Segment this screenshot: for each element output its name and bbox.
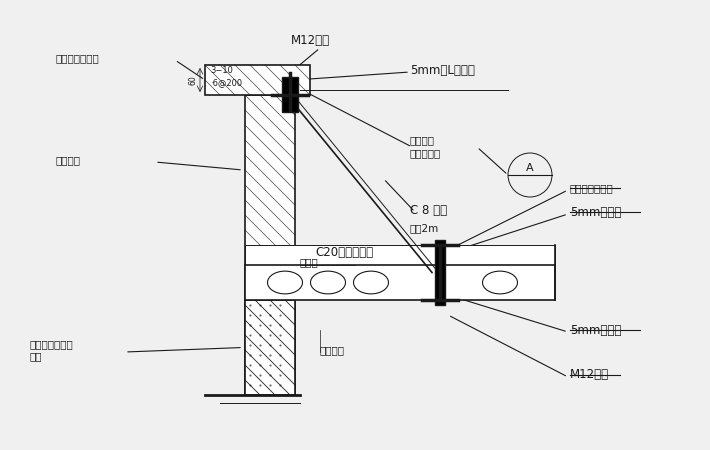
Text: M12锚栓: M12锚栓 (290, 33, 329, 46)
Text: 槽钢与钢板焊接: 槽钢与钢板焊接 (570, 183, 613, 193)
Ellipse shape (483, 271, 518, 294)
Bar (245, 265, 555, 300)
Text: 60: 60 (188, 75, 197, 85)
Text: ·6@200: ·6@200 (210, 78, 242, 87)
Text: A: A (526, 163, 534, 173)
Text: 原有钢筋混凝土
圈梁: 原有钢筋混凝土 圈梁 (30, 339, 74, 361)
Bar (245, 300, 295, 395)
Ellipse shape (268, 271, 302, 294)
Text: 原有压顶: 原有压顶 (55, 155, 80, 165)
Text: 槽钢端头: 槽钢端头 (410, 135, 435, 145)
Text: 女儿墙: 女儿墙 (300, 257, 319, 267)
Bar (245, 245, 555, 265)
Ellipse shape (310, 271, 346, 294)
Bar (245, 95, 295, 395)
Ellipse shape (354, 271, 388, 294)
Bar (282, 77, 298, 112)
Text: 5mm厚钢板: 5mm厚钢板 (570, 206, 621, 219)
Text: 与钢板焊接: 与钢板焊接 (410, 148, 441, 158)
Text: M12锚栓: M12锚栓 (570, 369, 609, 382)
Text: 钢筋混凝土压顶: 钢筋混凝土压顶 (55, 53, 99, 63)
Text: C 8 槽钢: C 8 槽钢 (410, 203, 447, 216)
Bar (435, 240, 445, 305)
Text: 3−10: 3−10 (210, 66, 233, 75)
Text: 间距2m: 间距2m (410, 223, 439, 233)
Text: 5mm厚钢板: 5mm厚钢板 (570, 324, 621, 337)
Text: 5mm厚L形钢板: 5mm厚L形钢板 (410, 63, 475, 76)
Bar (205, 65, 310, 95)
Text: 预制楼板: 预制楼板 (320, 345, 345, 355)
Text: C20细石混凝土: C20细石混凝土 (315, 247, 373, 260)
